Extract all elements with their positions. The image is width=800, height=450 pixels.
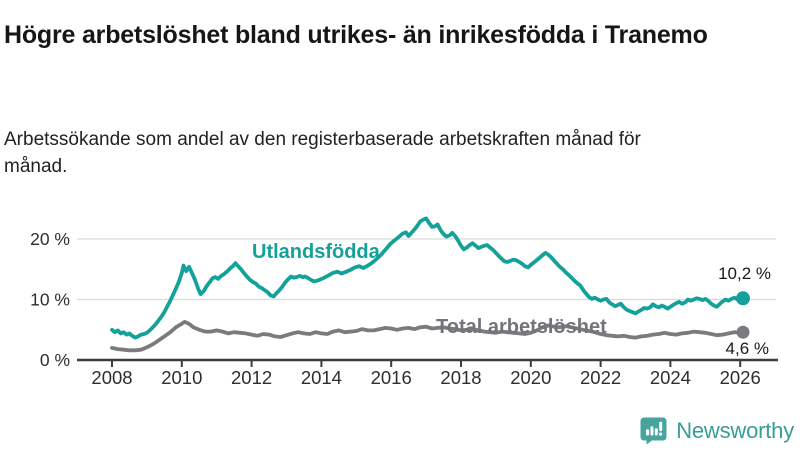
- x-axis-tick-label: 2020: [510, 367, 551, 388]
- x-axis-tick-label: 2012: [231, 367, 272, 388]
- y-axis-tick-label: 20 %: [30, 229, 70, 249]
- series-label-total-arbetsloshet: Total arbetslöshet: [436, 316, 607, 338]
- chart-subtitle: Arbetssökande som andel av den registerb…: [4, 129, 641, 177]
- x-axis-tick-label: 2010: [161, 367, 202, 388]
- series-label-utlandsfodda: Utlandsfödda: [252, 241, 380, 263]
- x-axis-tick-label: 2022: [580, 367, 621, 388]
- x-axis-tick-label: 2024: [650, 367, 691, 388]
- page-title: Högre arbetslöshet bland utrikes- än inr…: [4, 20, 708, 49]
- x-axis-tick-label: 2016: [371, 367, 412, 388]
- newsworthy-wordmark: Newsworthy: [676, 417, 794, 443]
- y-axis-tick-label: 0 %: [40, 350, 70, 370]
- newsworthy-logo[interactable]: Newsworthy: [639, 416, 794, 445]
- x-axis-tick-label: 2014: [301, 367, 342, 388]
- x-axis-tick-label: 2026: [720, 367, 761, 388]
- x-axis-tick-label: 2008: [91, 367, 132, 388]
- newsworthy-chart-bubble-icon: [639, 416, 668, 445]
- x-axis-tick-label: 2018: [440, 367, 481, 388]
- end-dot-1: [736, 325, 750, 339]
- end-value-label-utlandsfodda: 10,2 %: [718, 264, 771, 283]
- y-axis-tick-label: 10 %: [30, 290, 70, 310]
- end-value-label-total: 4,6 %: [725, 339, 769, 358]
- line-utlandsf-dda: [110, 216, 745, 340]
- end-dot-0: [736, 291, 750, 306]
- line-total-arbetsl-shet: [110, 319, 745, 353]
